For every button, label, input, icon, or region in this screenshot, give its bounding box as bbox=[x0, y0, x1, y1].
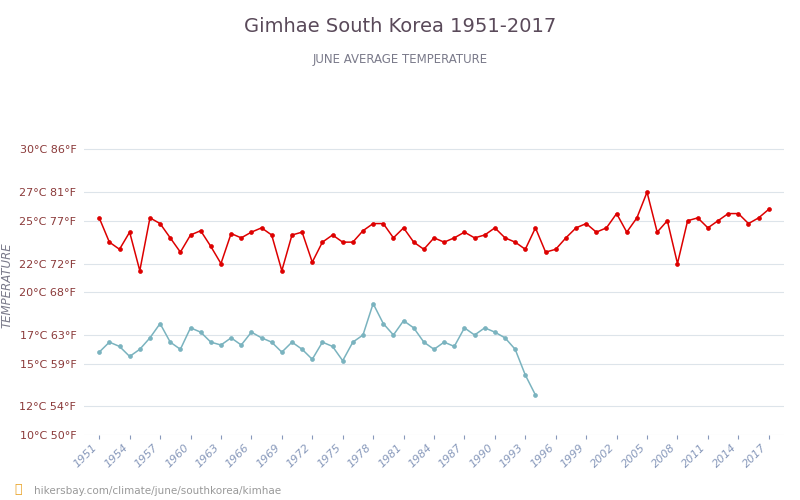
DAY bbox=[723, 210, 733, 216]
NIGHT bbox=[398, 318, 408, 324]
Text: hikersbay.com/climate/june/southkorea/kimhae: hikersbay.com/climate/june/southkorea/ki… bbox=[34, 486, 281, 496]
NIGHT bbox=[196, 329, 206, 335]
DAY bbox=[186, 232, 195, 238]
NIGHT bbox=[94, 349, 104, 355]
NIGHT bbox=[368, 300, 378, 306]
DAY bbox=[378, 220, 388, 226]
Line: NIGHT: NIGHT bbox=[98, 302, 538, 397]
DAY bbox=[612, 210, 622, 216]
Y-axis label: TEMPERATURE: TEMPERATURE bbox=[1, 242, 14, 328]
DAY bbox=[764, 206, 774, 212]
Text: ⌖: ⌖ bbox=[14, 483, 22, 496]
DAY bbox=[642, 189, 652, 195]
Text: JUNE AVERAGE TEMPERATURE: JUNE AVERAGE TEMPERATURE bbox=[313, 52, 487, 66]
DAY bbox=[409, 239, 418, 245]
Text: Gimhae South Korea 1951-2017: Gimhae South Korea 1951-2017 bbox=[244, 18, 556, 36]
DAY bbox=[155, 220, 165, 226]
DAY bbox=[94, 215, 104, 221]
Line: DAY: DAY bbox=[98, 190, 770, 272]
DAY bbox=[135, 268, 145, 274]
NIGHT bbox=[175, 346, 185, 352]
